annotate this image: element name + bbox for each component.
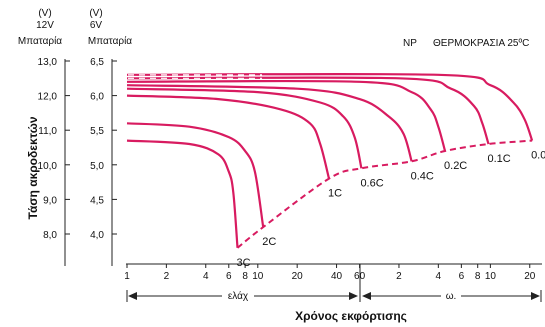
series-label: 1C	[328, 188, 342, 200]
y6-tick-label: 5,5	[90, 126, 104, 137]
y6-tick-label: 4,0	[90, 230, 104, 241]
y12-tick-label: 8,0	[43, 230, 57, 241]
x-tick-label: 20	[524, 271, 536, 282]
discharge-curve-0-4c	[126, 84, 413, 162]
v12-sub-label: Μπαταρία	[18, 35, 62, 47]
discharge-curve-0-05c	[126, 72, 534, 141]
v12-label: 12V	[36, 20, 54, 31]
minutes-arrow-right-head	[349, 292, 358, 300]
v6-label: 6V	[90, 20, 103, 31]
hours-unit-label: ω.	[446, 291, 457, 302]
axis-ticks-group: 13,0 6,5 12,0 6,0 11,0 5,5 10,0 5,0 9,0 4,5 8,0 4,0…	[38, 57, 536, 282]
x-tick-label: 4	[436, 271, 442, 282]
temperature-label: ΘΕΡΜΟΚΡΑΣΙΑ 25ºC	[433, 38, 529, 49]
x-axis-title: Χρόνος εκφόρτισης	[295, 309, 407, 323]
discharge-curve-2c	[126, 122, 265, 228]
x-tick-label: 8	[475, 271, 481, 282]
x-tick-label: 60	[354, 271, 366, 282]
series-label: 2C	[262, 236, 276, 248]
series-label: 0.1C	[487, 153, 510, 165]
x-tick-label: 10	[252, 271, 264, 282]
hours-arrow-right-head	[531, 292, 540, 300]
y12-tick-label: 9,0	[43, 195, 57, 206]
x-tick-label: 10	[485, 271, 497, 282]
np-label: NP	[403, 38, 417, 49]
series-label: 0.05C	[531, 150, 545, 162]
discharge-curve-0-2c	[126, 79, 447, 152]
y6-tick-label: 4,5	[90, 195, 104, 206]
y6-tick-label: 6,0	[90, 92, 104, 103]
x-tick-label: 2	[396, 271, 402, 282]
series-label: 0.4C	[411, 170, 434, 182]
y12-tick-label: 12,0	[38, 92, 58, 103]
discharge-curve-0-6c	[126, 87, 363, 169]
y6-tick-label: 6,5	[90, 57, 104, 68]
x-tick-label: 4	[203, 271, 209, 282]
y12-tick-label: 13,0	[38, 57, 58, 68]
y12-tick-label: 10,0	[38, 161, 58, 172]
minutes-arrow-left-head	[128, 292, 137, 300]
minutes-unit-label: ελάχ	[228, 290, 249, 302]
y12-tick-label: 11,0	[38, 126, 57, 137]
discharge-curve-1c	[126, 94, 331, 179]
series-label: 3C	[237, 257, 251, 269]
series-label: 0.6C	[360, 177, 383, 189]
v6-unit-label: (V)	[89, 8, 102, 19]
x-tick-label: 20	[292, 271, 304, 282]
v6-sub-label: Μπαταρία	[88, 35, 132, 47]
discharge-curve-0-1c	[126, 76, 490, 145]
x-tick-label: 1	[124, 271, 130, 282]
plot-area: 3C 2C 1C 0.6C 0.4C 0.2C 0.1C 0.05C	[126, 72, 545, 269]
x-tick-label: 6	[226, 271, 232, 282]
x-tick-label: 40	[331, 271, 343, 282]
hours-arrow-left-head	[362, 292, 371, 300]
end-voltage-dashed-curve	[236, 139, 533, 249]
discharge-curve-3c	[126, 139, 239, 248]
x-tick-label: 6	[459, 271, 465, 282]
x-tick-label: 2	[164, 271, 170, 282]
series-label: 0.2C	[444, 160, 467, 172]
x-tick-label: 8	[242, 271, 248, 282]
y-axis-title: Τάση ακροδεκτών	[26, 116, 40, 219]
y6-tick-label: 5,0	[90, 161, 104, 172]
v12-unit-label: (V)	[38, 8, 51, 19]
